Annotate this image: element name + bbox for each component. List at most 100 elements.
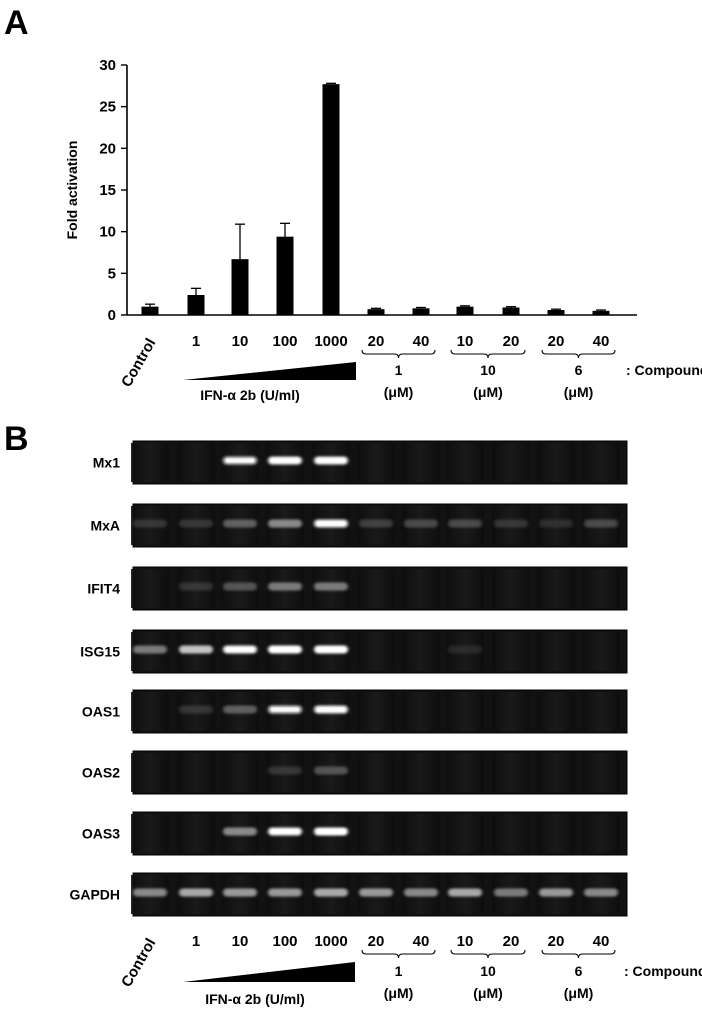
gel-lane [357, 753, 395, 792]
gel-band [539, 519, 573, 528]
gel-lane [131, 814, 169, 853]
gel-lane [131, 753, 169, 792]
gel-band [268, 888, 302, 897]
gene-label: ISG15 [80, 644, 120, 660]
gel-lane [537, 632, 575, 671]
gel-band [539, 888, 573, 897]
x-tick-label: Control [118, 936, 159, 991]
gel-band [179, 645, 213, 654]
gel-lane [537, 814, 575, 853]
y-tick-label: 20 [99, 140, 116, 157]
gel-band [314, 766, 348, 775]
gel-row: OAS3 [82, 811, 628, 856]
compound-name: 6 [575, 963, 583, 979]
y-axis-ticks: 0 5 10 15 20 25 30 [99, 57, 127, 324]
gel-lane [357, 443, 395, 482]
y-tick-label: 0 [108, 307, 116, 324]
bar [547, 310, 565, 315]
gel-band [133, 519, 167, 528]
x-tick-label: 40 [413, 333, 430, 350]
gel-lane [537, 753, 575, 792]
gel-lane [492, 569, 530, 608]
x-tick-label: 20 [368, 333, 385, 350]
y-tick-label: 10 [99, 224, 116, 241]
gel-lane [492, 692, 530, 731]
compound-unit: (μM) [564, 985, 594, 1001]
gel-row: OAS2 [82, 750, 628, 795]
gel-lane [177, 753, 215, 792]
gel-band [179, 582, 213, 591]
gene-label: OAS1 [82, 704, 120, 720]
gel-band-core [317, 707, 345, 712]
gel-row: Mx1 [93, 440, 628, 485]
x-tick-label: 1000 [314, 333, 347, 350]
gel-band-core [271, 707, 299, 712]
y-tick-label: 30 [99, 57, 116, 74]
y-tick-label: 15 [99, 182, 116, 199]
x-tick-label: 40 [413, 933, 430, 950]
gel-lane [177, 814, 215, 853]
x-tick-label: 20 [503, 933, 520, 950]
gel-band-core [226, 458, 254, 463]
x-tick-label: 100 [272, 933, 297, 950]
x-tick-label: 1 [192, 333, 200, 350]
gel-lane [582, 753, 620, 792]
x-tick-label: 10 [232, 933, 249, 950]
bar [412, 308, 430, 315]
gene-label: Mx1 [93, 455, 120, 471]
compound-unit: (μM) [473, 384, 503, 400]
y-axis-label: Fold activation [64, 141, 80, 240]
gel-band [448, 519, 482, 528]
compound-name: 10 [480, 362, 496, 378]
compound-group-labels-bottom: 1 (μM) 10 (μM) 6 (μM) [361, 949, 616, 1001]
gel-row: OAS1 [82, 689, 628, 734]
gel-band [133, 645, 167, 654]
bar [502, 307, 520, 315]
gel-band [268, 519, 302, 528]
gene-label: GAPDH [69, 887, 120, 903]
gel-lane [131, 569, 169, 608]
y-tick-label: 25 [99, 99, 116, 116]
compound-bracket [450, 949, 526, 959]
x-tick-label: 20 [548, 333, 565, 350]
gel-band [359, 888, 393, 897]
panel-a-label: A [4, 4, 29, 42]
x-tick-label: Control [118, 336, 159, 391]
gel-lane [402, 632, 440, 671]
gel-lane [492, 443, 530, 482]
gel-band [223, 519, 257, 528]
gel-lane [537, 569, 575, 608]
gel-lane [131, 443, 169, 482]
compound-name: 1 [395, 963, 403, 979]
gel-lane [357, 692, 395, 731]
gel-row: IFIT4 [87, 566, 628, 611]
gel-lane [446, 814, 484, 853]
y-tick-label: 5 [108, 265, 116, 282]
compound-bracket [361, 949, 436, 959]
bar [367, 309, 385, 315]
gel-lane [446, 569, 484, 608]
x-axis-labels: Control 1 10 100 1000 20 40 10 20 20 40 [118, 333, 609, 390]
gel-lane [402, 692, 440, 731]
gel-band [179, 519, 213, 528]
gel-lane [537, 692, 575, 731]
gel-band [268, 582, 302, 591]
gene-label: OAS3 [82, 826, 120, 842]
bar [456, 306, 474, 315]
gel-row: ISG15 [80, 629, 628, 674]
compound-bracket [541, 949, 616, 959]
gel-band [494, 519, 528, 528]
compound-name: 1 [395, 362, 403, 378]
gel-band [179, 705, 213, 714]
panel-b-label: B [4, 420, 29, 458]
bars-group [141, 82, 610, 316]
bar [592, 310, 610, 315]
gel-band-core [271, 647, 299, 652]
x-tick-label: 40 [593, 333, 610, 350]
x-tick-label: 10 [457, 933, 474, 950]
gel-row: MxA [90, 503, 628, 548]
gel-lane [446, 692, 484, 731]
gel-band [404, 519, 438, 528]
gel-band [268, 766, 302, 775]
gel-lane [446, 443, 484, 482]
